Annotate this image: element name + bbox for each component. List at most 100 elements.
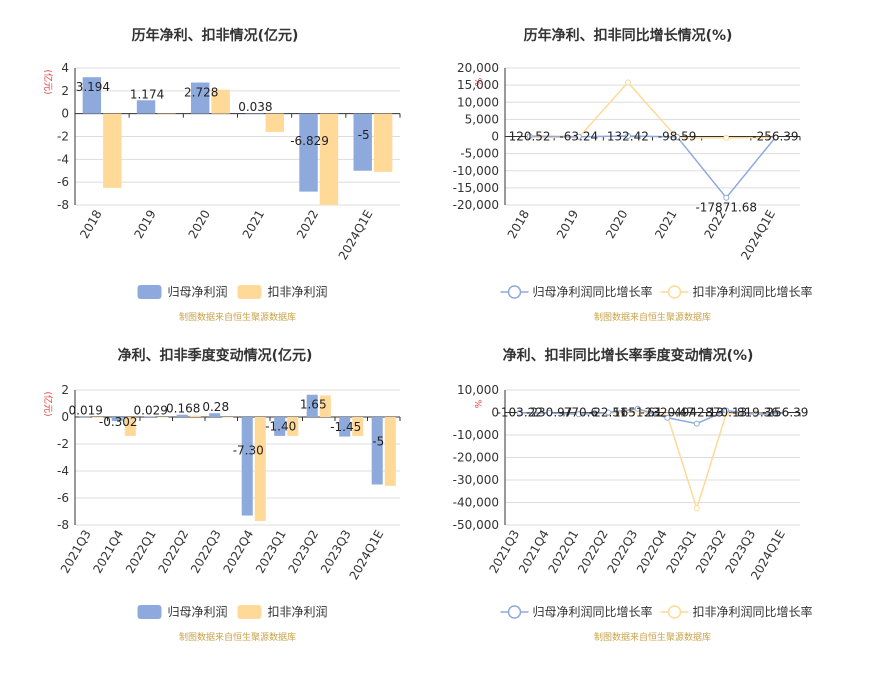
bar-net-profit bbox=[241, 417, 253, 516]
y-tick-label: -2 bbox=[57, 130, 69, 144]
source-note: 制图数据来自恒生聚源数据库 bbox=[179, 631, 296, 643]
chart-title: 净利、扣非同比增长率季度变动情况(%) bbox=[503, 347, 754, 364]
bar-net-profit bbox=[274, 417, 286, 436]
bar-net-profit bbox=[136, 100, 156, 114]
x-tick-label: 2022Q1 bbox=[123, 528, 159, 576]
data-label: 0.168 bbox=[166, 402, 200, 416]
x-tick-label: 2020 bbox=[603, 208, 630, 241]
bar-net-profit bbox=[79, 416, 91, 418]
legend-label: 归母净利润同比增长率 bbox=[533, 284, 653, 299]
y-tick-label: 0 bbox=[61, 107, 69, 121]
data-label: -22.51 bbox=[589, 406, 628, 420]
chart-title: 历年净利、扣非情况(亿元) bbox=[132, 27, 299, 44]
y-tick-label: -5,000 bbox=[460, 147, 499, 161]
bar-deducted-profit bbox=[373, 113, 393, 172]
bar-net-profit bbox=[209, 413, 221, 417]
y-tick-label: -15,000 bbox=[453, 181, 499, 195]
x-tick-label: 2023Q1 bbox=[253, 528, 289, 576]
legend-swatch bbox=[237, 285, 262, 299]
legend-label: 归母净利润 bbox=[168, 605, 228, 619]
bar-deducted-profit bbox=[222, 417, 234, 418]
data-label: 1651.61 bbox=[613, 406, 663, 420]
data-point bbox=[516, 409, 523, 416]
y-tick-label: -40,000 bbox=[453, 496, 499, 510]
y-tick-label: -8 bbox=[57, 198, 69, 212]
chart-title: 净利、扣非季度变动情况(亿元) bbox=[118, 347, 313, 364]
data-label: -770.6 bbox=[559, 406, 598, 420]
data-point bbox=[575, 133, 582, 140]
x-tick-label: 2019 bbox=[554, 208, 581, 241]
bar-net-profit bbox=[353, 113, 372, 171]
chart-panel-4: 净利、扣非同比增长率季度变动情况(%)% 10,000 0 -10,000 -20,00… bbox=[453, 347, 813, 643]
bar-deducted-profit bbox=[265, 113, 284, 132]
x-tick-label: 2024Q1E bbox=[738, 208, 778, 263]
data-point bbox=[723, 194, 730, 201]
chart-panel-3: 净利、扣非季度变动情况(亿元) (亿元) 2 0 -2 -4 -6 -82021Q32021Q… bbox=[42, 347, 401, 643]
data-label: 870.13 bbox=[705, 406, 747, 420]
bar-deducted-profit bbox=[352, 417, 364, 436]
data-point bbox=[526, 133, 533, 140]
y-tick-label: -4 bbox=[57, 464, 69, 478]
data-label: -5 bbox=[372, 434, 384, 448]
y-tick-label: 0 bbox=[491, 406, 499, 420]
y-tick-label: -30,000 bbox=[453, 473, 499, 487]
y-tick-label: -6 bbox=[57, 175, 69, 189]
bar-net-profit bbox=[144, 416, 156, 418]
legend-label: 扣非净利润同比增长率 bbox=[693, 604, 813, 619]
legend-label: 扣非净利润 bbox=[268, 285, 328, 299]
bar-net-profit bbox=[111, 417, 123, 422]
data-point bbox=[723, 134, 730, 141]
y-axis-unit: % bbox=[472, 400, 482, 409]
series-line-net-profit-growth bbox=[519, 408, 786, 425]
bar-net-profit bbox=[82, 77, 102, 114]
data-label: 3.194 bbox=[76, 80, 110, 94]
data-point bbox=[575, 411, 582, 418]
data-point bbox=[693, 505, 700, 512]
data-point bbox=[624, 133, 631, 140]
data-point bbox=[664, 414, 671, 421]
legend-label: 归母净利润同比增长率 bbox=[533, 604, 653, 619]
x-tick-label: 2023Q3 bbox=[318, 528, 354, 576]
bar-net-profit bbox=[176, 414, 188, 417]
bar-deducted-profit bbox=[211, 89, 230, 114]
data-label: 120.52 bbox=[509, 130, 551, 144]
data-label: 0.038 bbox=[238, 100, 272, 114]
data-point bbox=[624, 79, 631, 86]
data-point bbox=[723, 407, 730, 414]
legend-swatch bbox=[237, 605, 262, 619]
bar-deducted-profit bbox=[103, 113, 122, 188]
y-tick-label: -6 bbox=[57, 491, 69, 505]
data-label: -7.30 bbox=[233, 444, 264, 458]
legend-marker bbox=[507, 605, 522, 619]
data-label: -4942.13 bbox=[670, 406, 724, 420]
bar-net-profit bbox=[339, 417, 351, 437]
chart-panel-1: 历年净利、扣非情况(亿元) (亿元) 4 2 0 -2 -4 -6 -8 2018 2019 2020… bbox=[42, 27, 401, 323]
legend-label: 扣非净利润 bbox=[268, 605, 328, 619]
legend-marker bbox=[667, 605, 682, 619]
y-tick-label: 15,000 bbox=[457, 78, 499, 92]
data-label: -1.40 bbox=[265, 420, 296, 434]
data-label: -2320.47 bbox=[640, 406, 694, 420]
y-tick-label: -2 bbox=[57, 437, 69, 451]
y-tick-label: -20,000 bbox=[453, 198, 499, 212]
data-label: -230.97 bbox=[526, 406, 572, 420]
data-label: -1.45 bbox=[330, 420, 361, 434]
legend-swatch bbox=[137, 285, 162, 299]
legend-label: 归母净利润 bbox=[168, 285, 228, 299]
data-point bbox=[752, 411, 759, 418]
bar-deducted-profit bbox=[157, 113, 176, 115]
x-tick-label: 2023Q2 bbox=[285, 528, 321, 576]
y-tick-label: 5,000 bbox=[465, 112, 499, 126]
data-label: 132.42 bbox=[607, 130, 649, 144]
data-point bbox=[546, 410, 553, 417]
data-label: -17871.68 bbox=[695, 201, 757, 215]
bar-net-profit bbox=[191, 82, 210, 114]
data-point bbox=[674, 133, 681, 140]
bar-deducted-profit bbox=[92, 417, 104, 418]
data-label: 0.28 bbox=[202, 400, 229, 414]
y-tick-label: 2 bbox=[61, 84, 69, 98]
x-tick-label: 2020 bbox=[186, 208, 213, 241]
y-tick-label: 2 bbox=[61, 383, 69, 397]
data-label: -6.829 bbox=[290, 134, 329, 148]
